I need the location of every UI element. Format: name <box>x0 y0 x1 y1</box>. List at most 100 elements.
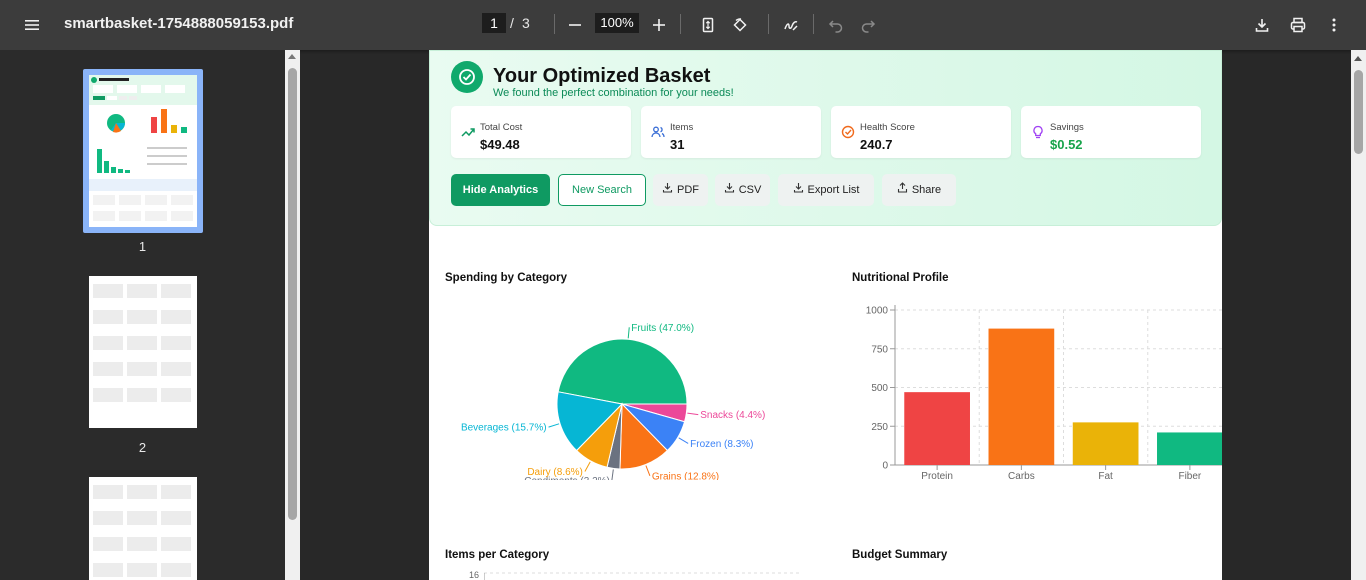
hide-analytics-button[interactable]: Hide Analytics <box>451 174 550 206</box>
redo-icon[interactable] <box>854 11 882 39</box>
scroll-up-arrow-icon[interactable] <box>288 54 296 59</box>
share-icon <box>897 181 907 193</box>
new-search-button[interactable]: New Search <box>558 174 646 206</box>
basket-summary-header: Your Optimized Basket We found the perfe… <box>429 50 1222 226</box>
toolbar-divider <box>680 14 681 34</box>
sidebar-scrollbar-thumb[interactable] <box>288 68 297 520</box>
more-options-icon[interactable] <box>1320 11 1348 39</box>
print-icon[interactable] <box>1284 11 1312 39</box>
toolbar-divider <box>813 14 814 34</box>
scroll-up-arrow-icon[interactable] <box>1354 56 1362 61</box>
stat-value: $0.52 <box>1050 137 1083 152</box>
pie-label-frozen: Frozen (8.3%) <box>690 439 753 450</box>
users-icon <box>651 126 665 138</box>
menu-icon[interactable] <box>18 11 46 39</box>
export-csv-label: CSV <box>738 184 762 196</box>
zoom-in-button[interactable] <box>645 11 673 39</box>
bar-carbs <box>988 328 1055 465</box>
check-circle-icon <box>841 125 855 139</box>
spending-pie-chart: Fruits (47.0%) Snacks (4.4%) Frozen (8.3%)… <box>461 323 765 480</box>
zoom-level-input[interactable]: 100% <box>595 13 639 33</box>
download-icon <box>724 182 734 193</box>
pie-label-grains: Grains (12.8%) <box>652 471 719 480</box>
document-scrollbar[interactable] <box>1351 50 1366 580</box>
pie-label-line <box>678 437 689 444</box>
export-list-button[interactable]: Export List <box>778 174 874 206</box>
export-pdf-button[interactable]: PDF <box>653 174 708 206</box>
annotate-pen-icon[interactable] <box>777 11 805 39</box>
lightbulb-icon <box>1033 125 1043 139</box>
basket-subtitle: We found the perfect combination for you… <box>493 87 734 99</box>
pie-label-snacks: Snacks (4.4%) <box>700 410 765 421</box>
pie-slice-fruits <box>557 338 688 405</box>
toolbar-divider <box>554 14 555 34</box>
pie-label-line <box>687 412 699 416</box>
bar-y-tick-label: 0 <box>882 461 888 472</box>
sidebar-scrollbar[interactable] <box>285 50 300 580</box>
thumbnail-label-2: 2 <box>138 440 147 455</box>
bar-x-tick-label: Protein <box>921 471 953 482</box>
bar-x-tick-label: Fiber <box>1178 471 1201 482</box>
nutrition-chart-title: Nutritional Profile <box>852 272 949 284</box>
pie-label-dairy: Dairy (8.6%) <box>527 467 583 478</box>
items-per-category-title: Items per Category <box>445 549 550 561</box>
export-pdf-label: PDF <box>677 184 699 196</box>
items-axis-first-tick: 16 <box>469 570 480 580</box>
stat-card-total-cost: Total Cost $49.48 <box>451 106 631 158</box>
stat-card-savings: Savings $0.52 <box>1021 106 1201 158</box>
pdf-toolbar: smartbasket-1754888059153.pdf 1 / 3 100% <box>0 0 1366 50</box>
download-icon[interactable] <box>1248 11 1276 39</box>
stat-card-items: Items 31 <box>641 106 821 158</box>
bar-x-tick-label: Carbs <box>1008 471 1035 482</box>
total-pages: 3 <box>522 15 530 31</box>
pie-label-line <box>584 461 591 472</box>
stat-card-health-score: Health Score 240.7 <box>831 106 1011 158</box>
undo-icon[interactable] <box>822 11 850 39</box>
document-scrollbar-thumb[interactable] <box>1354 70 1363 154</box>
stat-label: Health Score <box>860 122 915 133</box>
page-thumbnail-2[interactable] <box>89 276 197 428</box>
stat-value: 240.7 <box>860 137 893 152</box>
bar-y-tick-label: 1000 <box>866 306 889 317</box>
bar-y-tick-label: 250 <box>871 422 888 433</box>
page-separator: / <box>510 15 514 31</box>
download-icon <box>662 182 673 193</box>
bar-x-tick-label: Fat <box>1098 471 1113 482</box>
bar-fat <box>1072 422 1139 465</box>
stat-label: Savings <box>1050 122 1084 133</box>
pie-label-line <box>645 465 651 476</box>
stat-value: 31 <box>670 137 685 152</box>
thumbnail-label-1: 1 <box>138 239 147 254</box>
fit-page-icon[interactable] <box>694 11 722 39</box>
pie-label-condiments: Condiments (3.2%) <box>524 476 610 480</box>
pie-label-line <box>548 423 560 428</box>
page-thumbnail-3[interactable] <box>89 477 197 580</box>
bar-protein <box>904 392 970 465</box>
pie-label-beverages: Beverages (15.7%) <box>461 423 547 434</box>
trend-up-icon <box>461 128 475 137</box>
rotate-icon[interactable] <box>726 11 754 39</box>
document-title: smartbasket-1754888059153.pdf <box>64 15 294 32</box>
stat-label: Total Cost <box>480 122 523 133</box>
bar-fiber <box>1157 432 1222 465</box>
bar-y-tick-label: 750 <box>871 344 888 355</box>
stat-label: Items <box>670 122 694 133</box>
pie-label-fruits: Fruits (47.0%) <box>631 323 694 334</box>
pie-label-line <box>611 469 614 480</box>
page-thumbnail-1[interactable] <box>89 75 197 227</box>
export-csv-button[interactable]: CSV <box>715 174 770 206</box>
pie-slice-beverages <box>556 391 624 452</box>
budget-summary-title: Budget Summary <box>852 549 948 561</box>
current-page-input[interactable]: 1 <box>482 13 506 33</box>
pdf-page: Your Optimized Basket We found the perfe… <box>429 50 1222 580</box>
share-label: Share <box>911 184 942 196</box>
download-icon <box>793 182 803 193</box>
spending-chart-title: Spending by Category <box>445 272 568 284</box>
basket-title: Your Optimized Basket <box>493 65 711 87</box>
bar-y-tick-label: 500 <box>871 383 888 394</box>
items-chart-gridline-top <box>484 572 799 580</box>
toolbar-divider <box>768 14 769 34</box>
zoom-out-button[interactable] <box>561 11 589 39</box>
export-list-label: Export List <box>807 184 860 196</box>
share-button[interactable]: Share <box>882 174 956 206</box>
